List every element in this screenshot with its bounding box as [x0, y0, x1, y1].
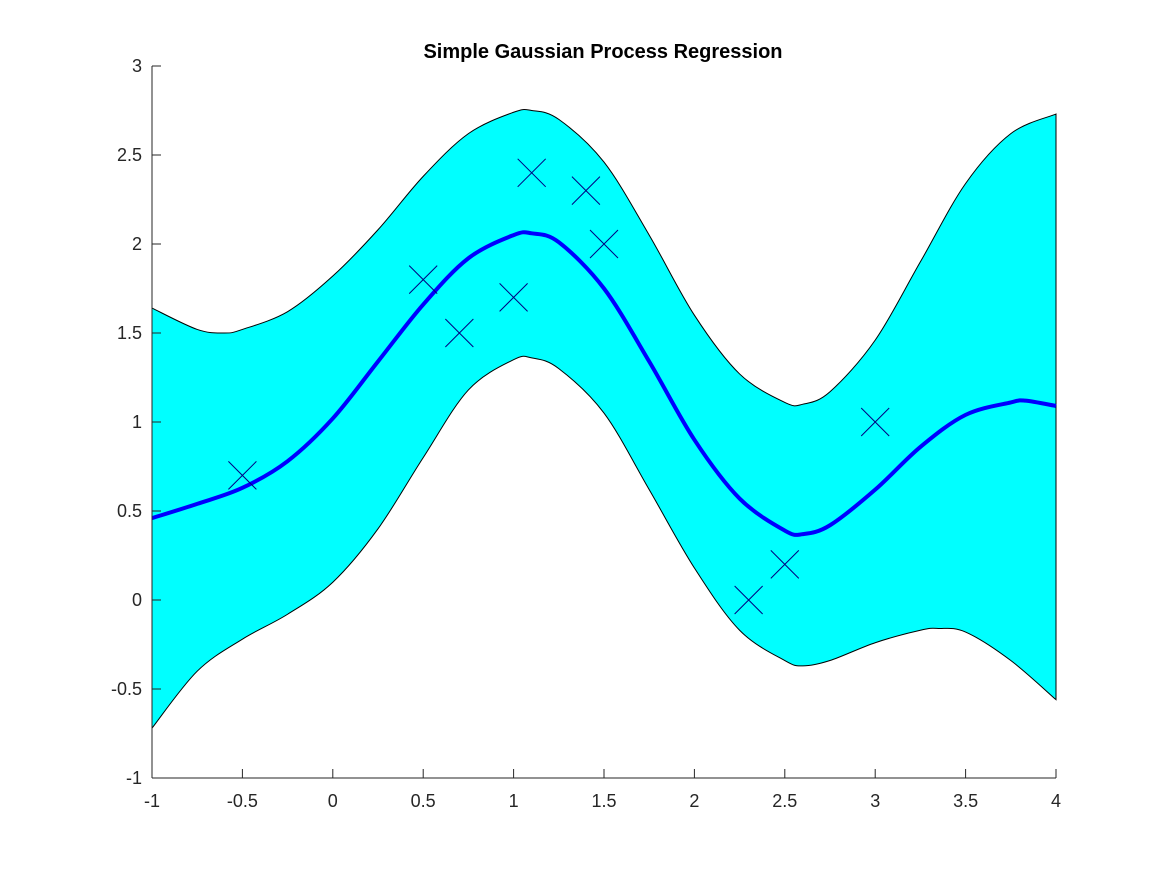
- y-tick-label: 2: [132, 234, 142, 254]
- y-tick-label: 0: [132, 590, 142, 610]
- observation-marker: [408, 265, 438, 294]
- y-tick-label: 1: [132, 412, 142, 432]
- confidence-band: [151, 108, 1057, 730]
- x-tick-label: -1: [144, 791, 160, 811]
- y-tick-label: 1.5: [117, 323, 142, 343]
- observation-marker: [734, 585, 763, 615]
- observation-marker: [860, 407, 890, 437]
- observation-marker: [228, 461, 257, 490]
- x-tick-label: 4: [1051, 791, 1061, 811]
- x-tick-label: 0.5: [411, 791, 436, 811]
- observation-marker: [499, 283, 528, 312]
- confidence-band-area: [151, 108, 1057, 730]
- observation-marker: [517, 158, 547, 188]
- x-tick-label: 2.5: [772, 791, 797, 811]
- chart-title: Simple Gaussian Process Regression: [423, 41, 782, 63]
- y-axis-ticks: -1 -0.5 0 0.5 1 1.5 2 2.5 3: [111, 56, 161, 788]
- x-tick-label: -0.5: [227, 791, 258, 811]
- x-tick-label: 3.5: [953, 791, 978, 811]
- y-tick-label: -0.5: [111, 679, 142, 699]
- x-tick-label: 2: [689, 791, 699, 811]
- observation-marker: [770, 550, 800, 579]
- observation-marker: [445, 318, 474, 348]
- x-tick-label: 3: [870, 791, 880, 811]
- x-tick-label: 1: [509, 791, 519, 811]
- y-tick-label: 2.5: [117, 145, 142, 165]
- observation-marker: [571, 176, 601, 205]
- y-tick-label: 3: [132, 56, 142, 76]
- x-tick-label: 0: [328, 791, 338, 811]
- x-axis-ticks: -1 -0.5 0 0.5 1 1.5 2 2.5 3 3.5 4: [144, 769, 1061, 811]
- observations: [228, 158, 890, 615]
- x-tick-label: 1.5: [591, 791, 616, 811]
- mean-curve: [151, 230, 1057, 537]
- y-tick-label: 0.5: [117, 501, 142, 521]
- y-tick-label: -1: [126, 768, 142, 788]
- observation-marker: [589, 229, 619, 259]
- mean-line: [151, 230, 1057, 537]
